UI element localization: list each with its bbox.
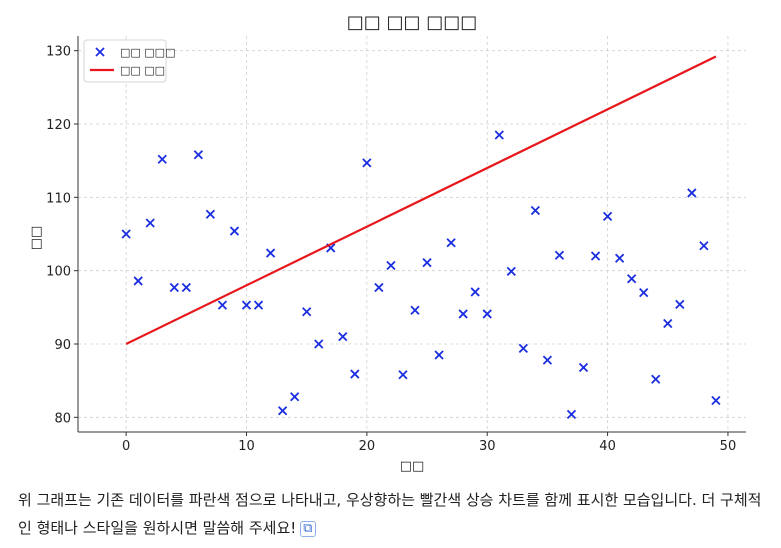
y-tick-label: 110 [46, 191, 71, 206]
data-point [241, 300, 252, 310]
data-point [386, 260, 396, 271]
data-point [374, 282, 384, 293]
y-tick-label: 80 [54, 411, 71, 426]
tick-labels: 0 10 20 30 40 50 80 90 100 110 120 130 [46, 45, 736, 454]
data-point [277, 406, 288, 416]
data-point [699, 241, 709, 251]
data-point [458, 309, 468, 319]
data-point [651, 374, 661, 384]
data-point [482, 309, 492, 319]
data-point [590, 251, 601, 261]
chart-title: □□ □□ □□□ [347, 12, 478, 33]
legend-marker-scatter [95, 47, 105, 57]
data-point [566, 409, 577, 420]
x-tick-label: 10 [238, 439, 255, 454]
data-point [362, 158, 372, 168]
axes [77, 36, 746, 433]
data-marks [121, 55, 721, 420]
caption: 위 그래프는 기존 데이터를 파란색 점으로 나타내고, 우상향하는 빨간색 상… [18, 486, 768, 542]
legend-label: □□ □□ [120, 64, 165, 77]
y-tick-label: 130 [46, 45, 71, 60]
data-point [446, 238, 456, 248]
data-point [663, 318, 673, 329]
data-point [687, 188, 697, 198]
legend: □□ □□□ □□ □□ [83, 39, 175, 83]
data-point [578, 362, 589, 373]
data-point [265, 248, 276, 258]
data-point [614, 253, 625, 263]
x-axis-label: □□ [400, 459, 425, 474]
y-tick-label: 90 [54, 338, 71, 353]
x-tick-label: 20 [359, 439, 376, 454]
copy-icon[interactable]: ⧉ [300, 521, 316, 537]
data-point [217, 300, 228, 310]
data-point [145, 218, 155, 228]
data-point [133, 276, 143, 286]
data-point [711, 395, 721, 406]
legend-label: □□ □□□ [120, 46, 175, 59]
y-tick-label: 100 [46, 265, 71, 280]
data-point [169, 282, 179, 293]
data-point [639, 288, 649, 298]
x-tick-label: 40 [599, 439, 616, 454]
data-point [410, 305, 420, 315]
data-point [350, 369, 360, 379]
data-point [205, 209, 216, 219]
x-tick-label: 50 [720, 439, 737, 454]
caption-text: 위 그래프는 기존 데이터를 파란색 점으로 나타내고, 우상향하는 빨간색 상… [18, 491, 762, 537]
data-point [314, 339, 324, 349]
data-point [157, 154, 167, 164]
data-point [229, 226, 240, 236]
legend-box [83, 39, 167, 83]
data-point [675, 299, 685, 310]
data-point [253, 300, 264, 310]
data-point [494, 130, 504, 140]
y-axis-label: □□ [29, 226, 44, 251]
data-point [193, 150, 203, 160]
data-point [627, 274, 637, 284]
data-point [518, 343, 528, 354]
data-point [338, 332, 348, 342]
data-point [181, 282, 191, 293]
y-tick-label: 120 [46, 118, 71, 133]
data-point [470, 287, 480, 297]
data-point [302, 307, 312, 317]
data-point [434, 350, 444, 360]
grid-lines [78, 36, 746, 432]
scatter-chart: □□ □□ □□□ 0 10 20 30 40 50 80 90 100 110 120 130 □□… [29, 12, 746, 474]
data-point [554, 250, 565, 260]
x-tick-label: 0 [122, 439, 130, 454]
x-tick-label: 30 [479, 439, 496, 454]
data-point [542, 355, 553, 365]
data-point [602, 211, 613, 222]
data-point [398, 370, 408, 380]
trend-line [125, 55, 717, 345]
data-point [506, 266, 516, 277]
data-point [422, 257, 432, 268]
data-point [121, 229, 131, 239]
data-point [530, 205, 541, 216]
data-point [290, 392, 300, 402]
